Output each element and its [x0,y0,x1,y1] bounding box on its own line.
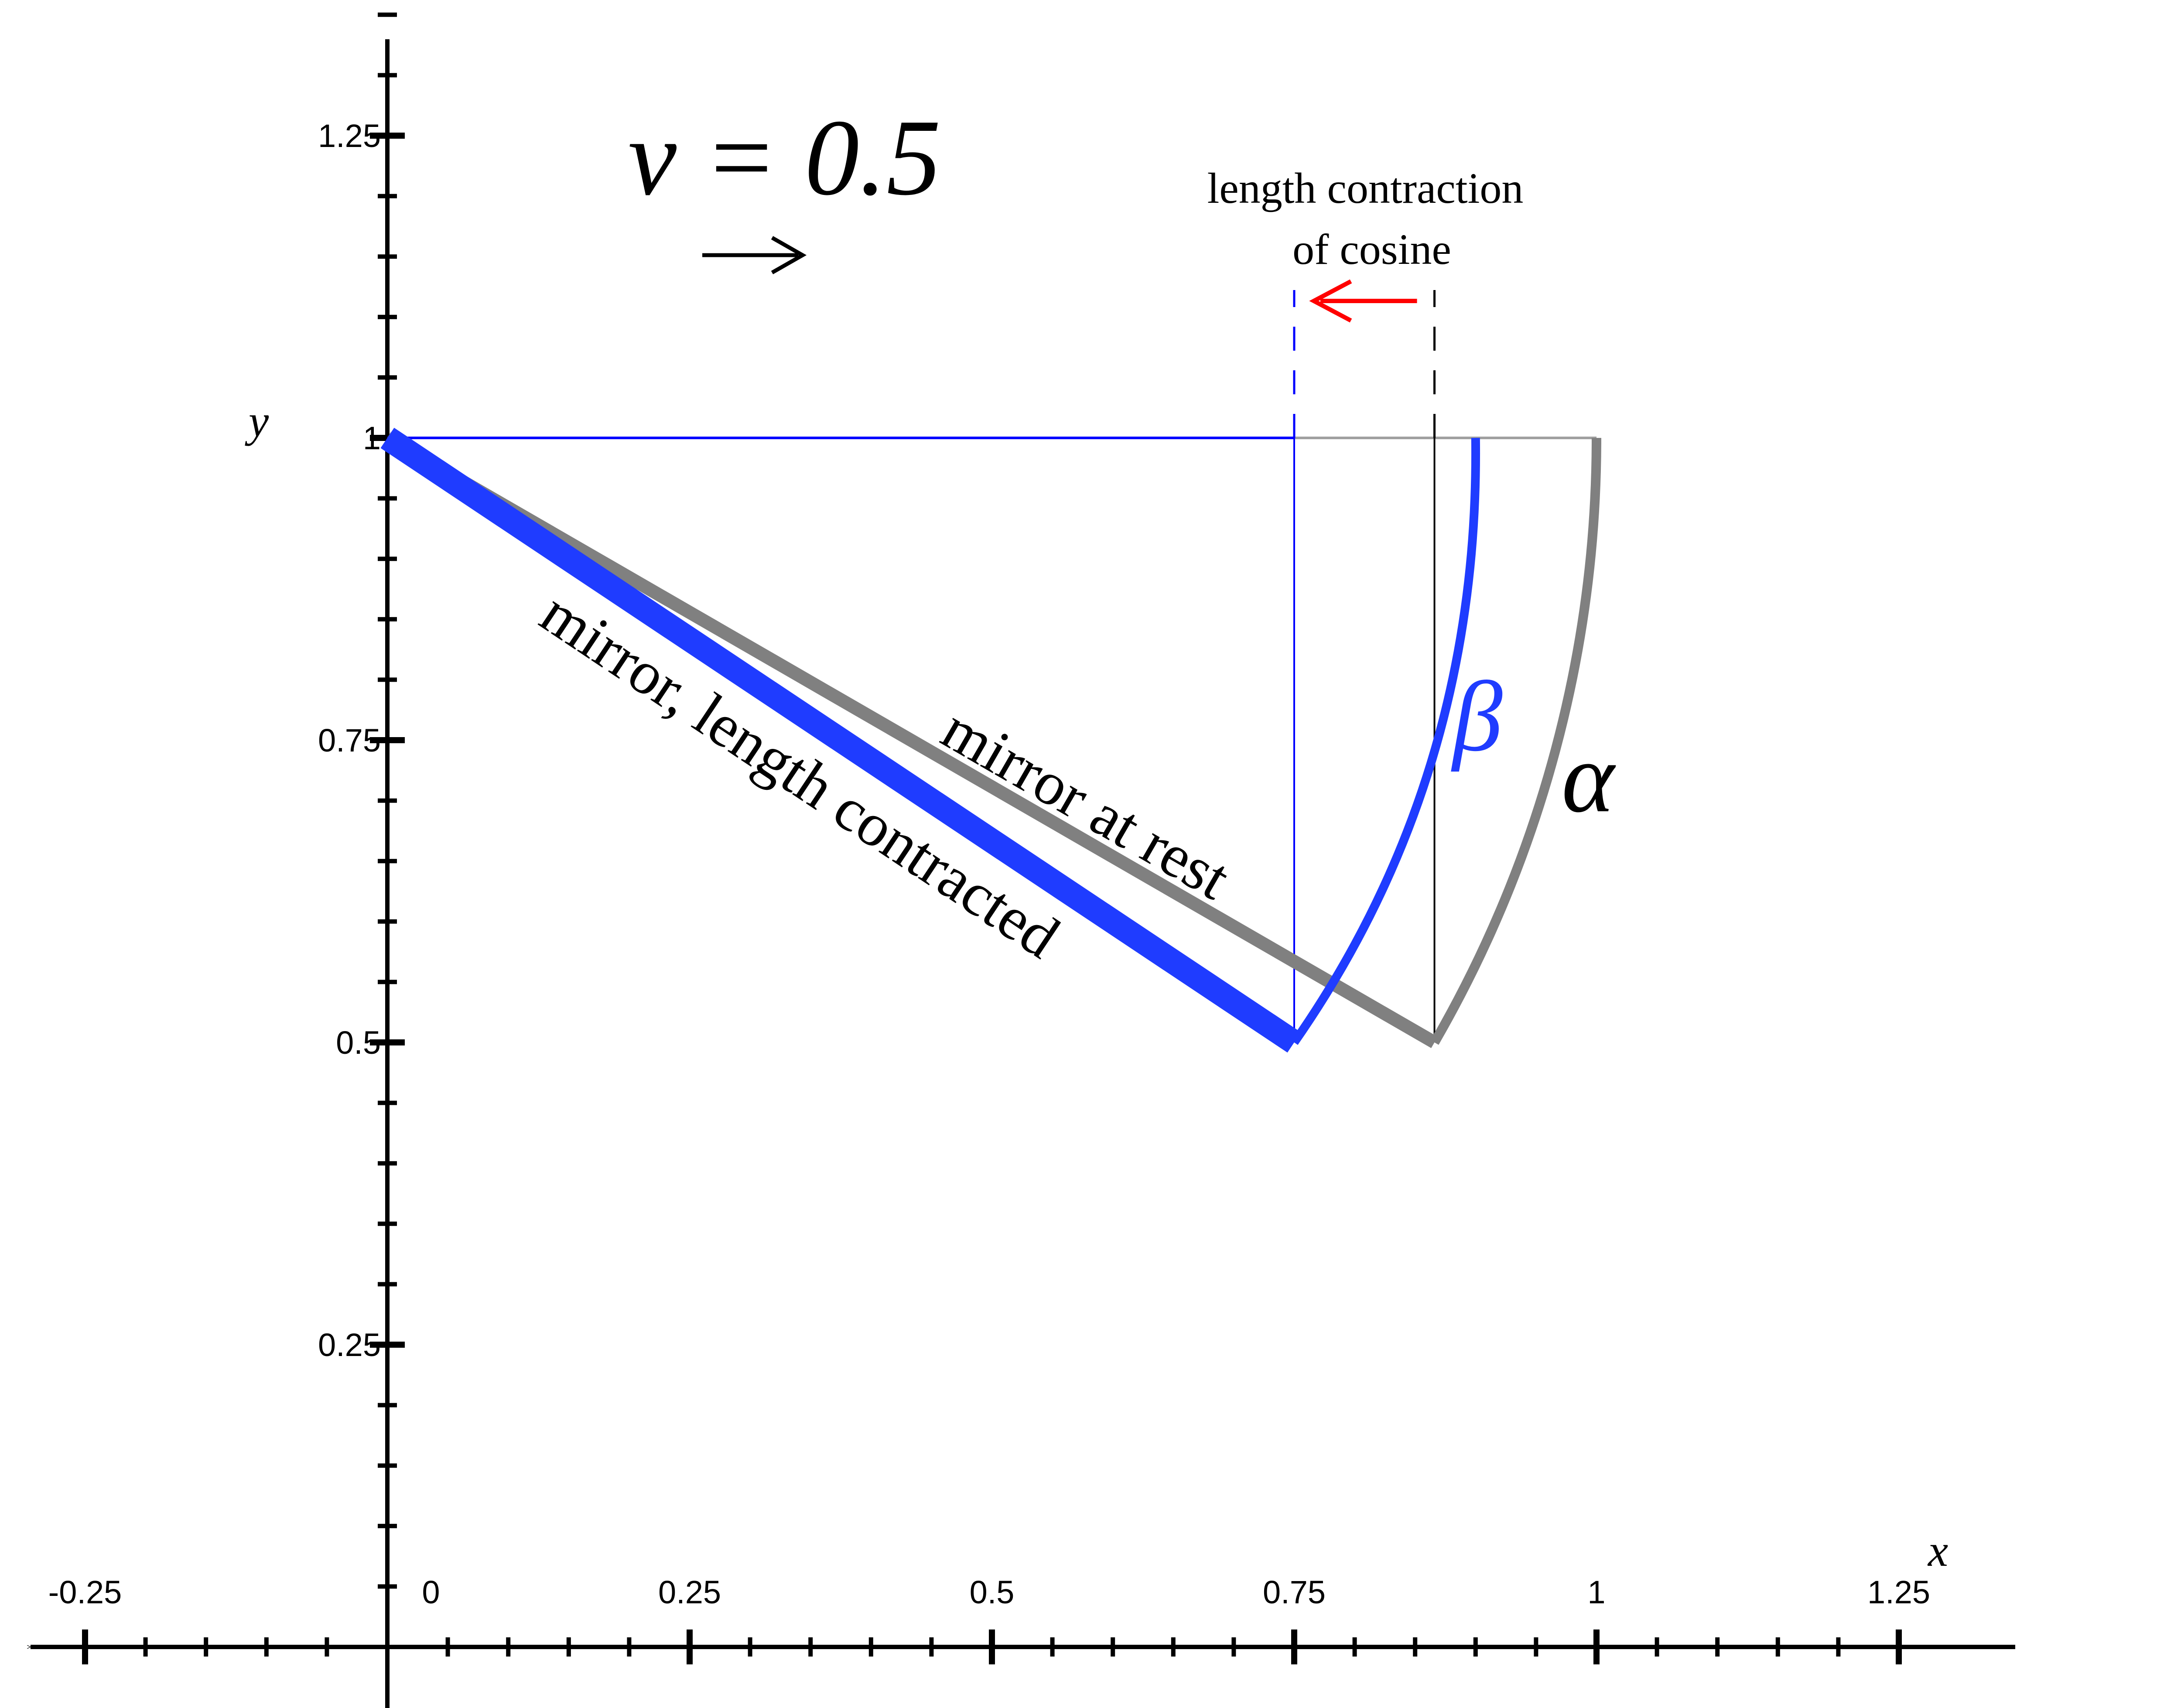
length-contraction-label-line2: of cosine [1292,225,1451,273]
alpha-arc [1430,437,1601,1045]
y-tick-label: 1 [363,420,381,456]
mirror-at-rest-line [384,432,1438,1048]
x-axis-title: x [1927,1526,1948,1576]
x-tick-label: -0.25 [48,1574,122,1610]
velocity-label: v = 0.5 [628,97,941,218]
x-tick-label: 0.5 [970,1574,1015,1610]
y-axis-title: y [245,396,269,446]
velocity-arrow [702,236,807,274]
x-tick-label: 0 [422,1574,440,1610]
length-contraction-label-line1: length contraction [1207,164,1524,212]
length-contraction-arrowhead [1309,279,1352,323]
x-tick-label: 1 [1587,1574,1605,1610]
mirror-contracted-line [380,427,1301,1053]
y-tick-label: 0.5 [336,1025,381,1061]
y-tick-label: 0.75 [318,722,381,758]
alpha-label: α [1562,722,1616,833]
series [380,427,1601,1053]
x-tick-label: 0.75 [1263,1574,1326,1610]
y-tick-label: 1.25 [318,118,381,154]
y-tick-label: 0.25 [318,1327,381,1363]
beta-label: β [1451,661,1503,772]
x-tick-label: 1.25 [1867,1574,1930,1610]
reference-lines [387,279,1596,1042]
beta-arc [1290,437,1480,1045]
x-tick-label: 0.25 [658,1574,721,1610]
